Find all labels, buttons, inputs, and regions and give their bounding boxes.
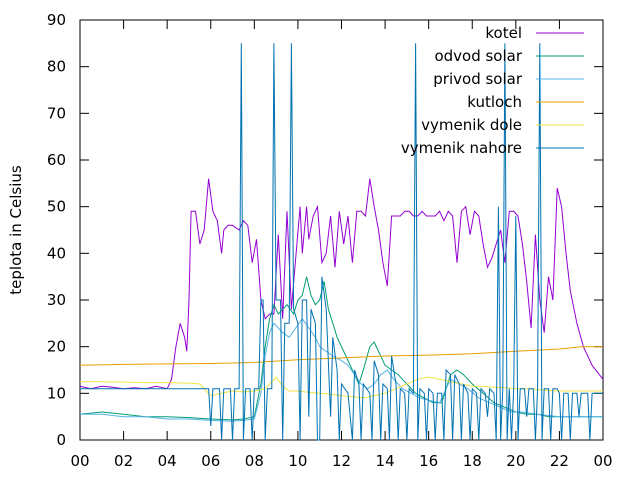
x-tick-label: 02	[114, 452, 133, 470]
x-tick-label: 08	[245, 452, 264, 470]
y-tick-label: 40	[47, 244, 66, 262]
series-line-odvod-solar	[79, 276, 603, 421]
legend-label-kotel: kotel	[485, 24, 522, 42]
y-tick-label: 60	[47, 151, 66, 169]
y-tick-label: 90	[47, 11, 66, 29]
series-line-kutloch	[79, 346, 603, 366]
x-tick-label: 00	[593, 452, 612, 470]
x-tick-label: 18	[463, 452, 482, 470]
series-line-vymenik-nahore	[80, 43, 603, 441]
x-tick-label: 00	[70, 452, 89, 470]
x-axis-ticks: 00 02 04 06 08 10 12 14 16 18 20 22 00	[70, 20, 613, 470]
y-tick-label: 0	[56, 431, 66, 449]
legend-label-privod-solar: privod solar	[433, 70, 523, 88]
x-tick-label: 22	[550, 452, 569, 470]
x-tick-label: 04	[158, 452, 177, 470]
legend-label-kutloch: kutloch	[467, 93, 522, 111]
series-line-kotel	[79, 178, 604, 390]
x-tick-label: 10	[288, 452, 307, 470]
y-tick-label: 30	[47, 291, 66, 309]
y-tick-label: 20	[47, 338, 66, 356]
y-tick-label: 80	[47, 58, 66, 76]
legend-label-vymenik-dole: vymenik dole	[421, 116, 522, 134]
series-line-privod-solar	[80, 317, 603, 422]
x-tick-label: 06	[201, 452, 220, 470]
y-tick-label: 10	[47, 384, 66, 402]
legend: kotel odvod solar privod solar kutloch vymen…	[401, 24, 584, 157]
y-tick-label: 70	[47, 104, 66, 122]
legend-label-vymenik-nahore: vymenik nahore	[401, 139, 522, 157]
x-tick-label: 20	[506, 452, 525, 470]
y-tick-label: 50	[47, 198, 66, 216]
x-tick-label: 12	[332, 452, 351, 470]
y-axis-title: teplota in Celsius	[7, 165, 25, 295]
legend-label-odvod-solar: odvod solar	[434, 47, 522, 65]
x-tick-label: 16	[419, 452, 438, 470]
x-tick-label: 14	[376, 452, 395, 470]
y-axis-ticks: 0 10 20 30 40 50 60 70 80 90	[47, 11, 603, 449]
series-lines	[79, 43, 604, 441]
